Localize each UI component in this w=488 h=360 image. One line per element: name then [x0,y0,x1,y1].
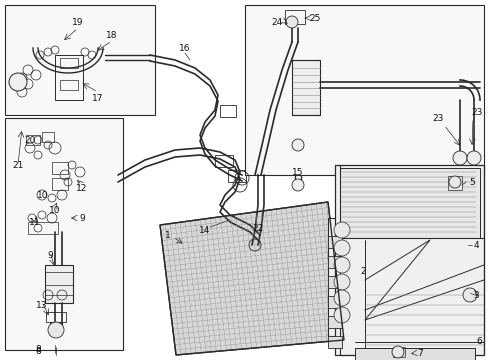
Circle shape [333,290,349,306]
Circle shape [333,307,349,323]
Text: 5: 5 [468,177,474,186]
Circle shape [391,346,403,358]
Circle shape [333,274,349,290]
Bar [42,132,54,142]
Bar [52,162,68,174]
Text: 17: 17 [92,94,103,103]
Text: 21: 21 [12,161,23,170]
Bar [447,176,461,190]
Circle shape [285,16,297,28]
Circle shape [452,151,466,165]
Bar [339,168,479,238]
Bar [392,347,404,357]
Polygon shape [160,202,343,355]
Text: 2: 2 [360,267,365,276]
Bar [327,316,341,328]
Text: 9: 9 [79,213,85,222]
Text: 8: 8 [35,346,41,355]
Bar [327,276,341,288]
Bar [291,60,319,115]
Text: 23: 23 [431,113,443,122]
Text: 22: 22 [252,224,263,233]
Circle shape [466,151,480,165]
Bar [327,236,341,248]
Circle shape [333,257,349,273]
Bar [220,105,236,117]
Text: 24: 24 [271,18,282,27]
Circle shape [333,240,349,256]
Bar [55,55,83,100]
Text: 14: 14 [199,225,210,234]
Text: 1: 1 [165,230,170,239]
Circle shape [462,288,476,302]
Text: 13: 13 [36,301,48,310]
Bar [327,336,341,348]
Bar [26,135,40,145]
Bar [327,218,355,336]
Circle shape [448,176,460,188]
Bar [50,322,62,332]
Bar [5,5,155,115]
Text: 6: 6 [475,338,481,346]
Text: 16: 16 [179,44,190,53]
Circle shape [333,222,349,238]
Bar [285,10,305,24]
Bar [334,165,483,355]
Bar [46,312,66,322]
Bar [215,155,232,167]
Bar [227,170,245,182]
Text: 4: 4 [472,240,478,249]
Text: 25: 25 [309,14,320,23]
Circle shape [48,322,64,338]
Bar [28,222,58,234]
Bar [354,348,474,360]
Bar [327,296,341,308]
Bar [244,5,483,175]
Text: 11: 11 [29,217,41,226]
Text: 10: 10 [37,190,49,199]
Bar [45,265,73,303]
Text: 8: 8 [35,347,41,356]
Circle shape [291,139,304,151]
Text: 3: 3 [472,291,478,300]
Text: 7: 7 [416,348,422,357]
Text: 12: 12 [76,184,87,193]
Text: 20: 20 [24,135,36,144]
Bar [60,58,78,68]
Text: 18: 18 [106,31,118,40]
Bar [327,256,341,268]
Bar [52,178,68,190]
Text: 15: 15 [292,167,303,176]
Text: 19: 19 [72,18,83,27]
Bar [5,118,123,350]
Text: 9: 9 [47,251,53,260]
Circle shape [9,73,27,91]
Text: 23: 23 [470,108,482,117]
Text: 10: 10 [49,206,61,215]
Circle shape [291,179,304,191]
Bar [60,80,78,90]
